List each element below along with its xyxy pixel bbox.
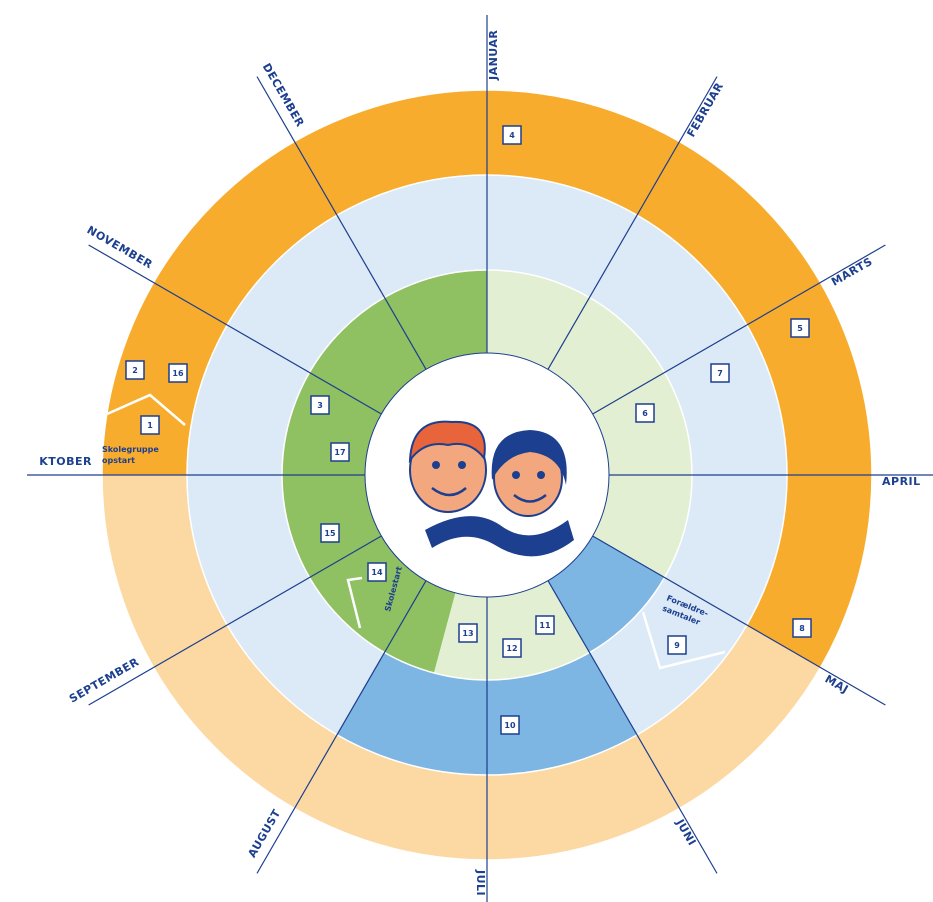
- marker-number: 12: [506, 644, 517, 653]
- marker-number: 3: [317, 401, 323, 410]
- note-text: opstart: [102, 456, 135, 465]
- month-label: JULI: [474, 869, 487, 896]
- center-circle: [365, 353, 609, 597]
- month-label: APRIL: [882, 475, 921, 488]
- month-label: JANUAR: [487, 30, 500, 81]
- marker-number: 1: [147, 421, 153, 430]
- marker-number: 10: [504, 721, 516, 730]
- marker-number: 4: [509, 131, 515, 140]
- marker-number: 5: [797, 324, 803, 333]
- marker-number: 16: [172, 369, 184, 378]
- month-label: MAJ: [823, 673, 851, 697]
- marker-number: 2: [132, 366, 138, 375]
- marker-number: 9: [674, 641, 680, 650]
- marker-number: 7: [717, 369, 723, 378]
- marker-number: 6: [642, 409, 648, 418]
- marker-number: 17: [334, 448, 345, 457]
- month-label: AUGUST: [245, 807, 283, 860]
- month-label: FEBRUAR: [685, 80, 727, 139]
- month-label: MARTS: [829, 255, 875, 289]
- note-text: Skolegruppe: [102, 445, 159, 454]
- marker-number: 13: [462, 629, 473, 638]
- month-label: NOVEMBER: [85, 223, 155, 271]
- year-wheel: JANUAR FEBRUAR MARTS APRIL MAJ JUNI JULI AUGUST…: [0, 0, 933, 902]
- month-label: KTOBER: [39, 455, 92, 468]
- marker-number: 15: [324, 529, 336, 538]
- eye: [512, 471, 520, 479]
- month-label: DECEMBER: [260, 61, 307, 129]
- marker-number: 11: [539, 621, 551, 630]
- marker-number: 8: [799, 624, 805, 633]
- eye: [458, 461, 466, 469]
- marker-number: 14: [371, 568, 383, 577]
- eye: [537, 471, 545, 479]
- month-label: JUNI: [673, 816, 699, 848]
- eye: [432, 461, 440, 469]
